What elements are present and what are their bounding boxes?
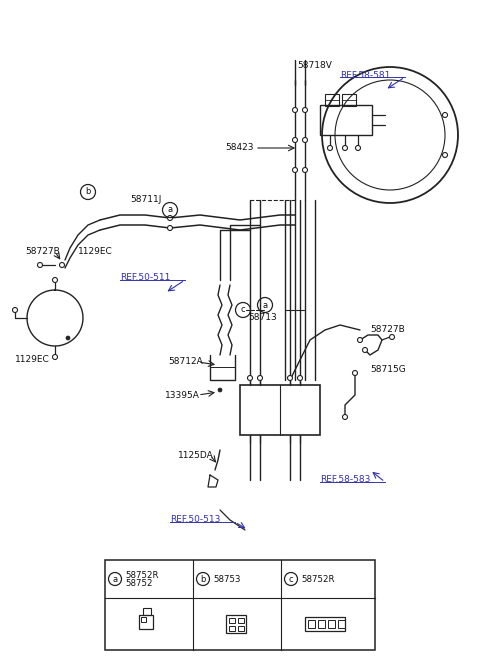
- Circle shape: [168, 226, 172, 230]
- Circle shape: [362, 348, 368, 352]
- Circle shape: [12, 308, 17, 312]
- Circle shape: [52, 277, 58, 283]
- Bar: [325, 94, 339, 106]
- Text: 58712A: 58712A: [168, 358, 203, 367]
- Circle shape: [257, 375, 263, 380]
- Bar: [338, 620, 345, 628]
- Circle shape: [443, 152, 447, 157]
- Bar: [229, 618, 235, 623]
- Bar: [229, 626, 235, 631]
- Bar: [318, 620, 325, 628]
- Text: 1129EC: 1129EC: [78, 247, 113, 256]
- Text: 58713: 58713: [248, 314, 277, 323]
- Circle shape: [298, 375, 302, 380]
- Text: a: a: [112, 575, 118, 583]
- Circle shape: [60, 262, 64, 268]
- Bar: [320, 105, 372, 135]
- Circle shape: [288, 375, 292, 380]
- Text: REF.58-581: REF.58-581: [340, 70, 390, 79]
- Text: 58752: 58752: [125, 579, 153, 588]
- Circle shape: [37, 262, 43, 268]
- Bar: [240, 385, 320, 435]
- Text: 58753: 58753: [213, 575, 240, 583]
- Circle shape: [218, 388, 222, 392]
- Text: REF.50-513: REF.50-513: [170, 516, 220, 525]
- Text: 1125DA: 1125DA: [178, 451, 214, 459]
- Bar: [342, 94, 356, 106]
- Text: 13395A: 13395A: [165, 390, 200, 400]
- Text: 58423: 58423: [225, 144, 253, 152]
- Circle shape: [327, 146, 333, 150]
- Bar: [308, 620, 315, 628]
- Text: 58727B: 58727B: [370, 325, 405, 335]
- Circle shape: [389, 335, 395, 340]
- Circle shape: [292, 138, 298, 142]
- Bar: [141, 617, 146, 622]
- Bar: [305, 617, 345, 631]
- Text: 58752R: 58752R: [301, 575, 335, 583]
- Text: 58715G: 58715G: [370, 365, 406, 375]
- Text: 58727B: 58727B: [25, 247, 60, 256]
- Circle shape: [248, 375, 252, 380]
- Text: 58711J: 58711J: [130, 195, 161, 205]
- Circle shape: [292, 108, 298, 112]
- Circle shape: [292, 167, 298, 173]
- Circle shape: [302, 167, 308, 173]
- Text: c: c: [240, 306, 245, 314]
- Bar: [328, 620, 335, 628]
- Text: a: a: [168, 205, 173, 215]
- Bar: [139, 615, 153, 629]
- Bar: [238, 626, 244, 631]
- Circle shape: [343, 146, 348, 150]
- Bar: [226, 615, 246, 633]
- Circle shape: [358, 337, 362, 342]
- Circle shape: [168, 216, 172, 220]
- Bar: [143, 608, 151, 615]
- Text: 58718V: 58718V: [297, 60, 332, 70]
- Circle shape: [443, 112, 447, 117]
- Circle shape: [52, 354, 58, 359]
- Text: 58752R: 58752R: [125, 571, 158, 579]
- Text: REF.58-583: REF.58-583: [320, 476, 371, 485]
- Circle shape: [343, 415, 348, 419]
- Text: 1129EC: 1129EC: [15, 356, 50, 365]
- Circle shape: [302, 138, 308, 142]
- Circle shape: [302, 108, 308, 112]
- Bar: [105, 560, 375, 650]
- Text: b: b: [85, 188, 91, 197]
- Circle shape: [356, 146, 360, 150]
- Bar: [238, 618, 244, 623]
- Text: b: b: [200, 575, 206, 583]
- Text: a: a: [263, 300, 267, 310]
- Circle shape: [352, 371, 358, 375]
- Circle shape: [66, 336, 70, 340]
- Text: REF.50-511: REF.50-511: [120, 274, 170, 283]
- Text: c: c: [288, 575, 293, 583]
